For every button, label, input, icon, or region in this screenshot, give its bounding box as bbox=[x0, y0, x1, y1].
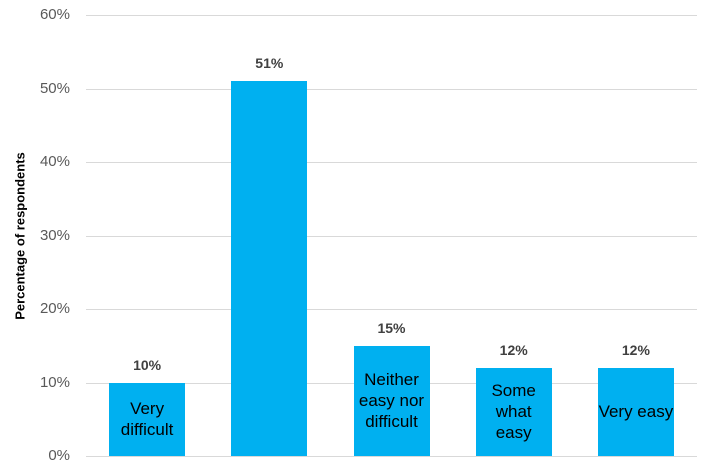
grid-line bbox=[86, 15, 697, 16]
y-tick-label: 30% bbox=[39, 226, 70, 244]
y-tick-label: 0% bbox=[48, 447, 70, 464]
value-label: 12% bbox=[621, 341, 650, 358]
grid-line bbox=[86, 309, 697, 310]
y-tick-label: 40% bbox=[39, 153, 70, 170]
value-label: 10% bbox=[133, 356, 162, 373]
grid-line bbox=[86, 162, 697, 163]
y-tick-label: 10% bbox=[39, 373, 70, 391]
y-tick-label: 60% bbox=[39, 6, 70, 23]
value-label: 51% bbox=[255, 55, 284, 72]
grid-line bbox=[86, 89, 697, 90]
grid-line bbox=[86, 236, 697, 237]
bar bbox=[475, 367, 552, 456]
bar bbox=[353, 345, 430, 456]
grid-line bbox=[86, 456, 697, 457]
category-label: Neither easy nor difficult bbox=[358, 370, 425, 432]
category-label: Some what easy bbox=[491, 381, 536, 443]
category-label: Very difficult bbox=[120, 399, 174, 440]
category-label: Very easy bbox=[598, 402, 674, 422]
y-tick-label: 50% bbox=[39, 79, 70, 97]
bar bbox=[109, 382, 186, 456]
bar bbox=[597, 367, 674, 456]
y-tick-label: 20% bbox=[39, 300, 70, 317]
value-label: 12% bbox=[499, 341, 528, 358]
bar bbox=[231, 81, 308, 456]
value-label: 15% bbox=[377, 319, 406, 336]
